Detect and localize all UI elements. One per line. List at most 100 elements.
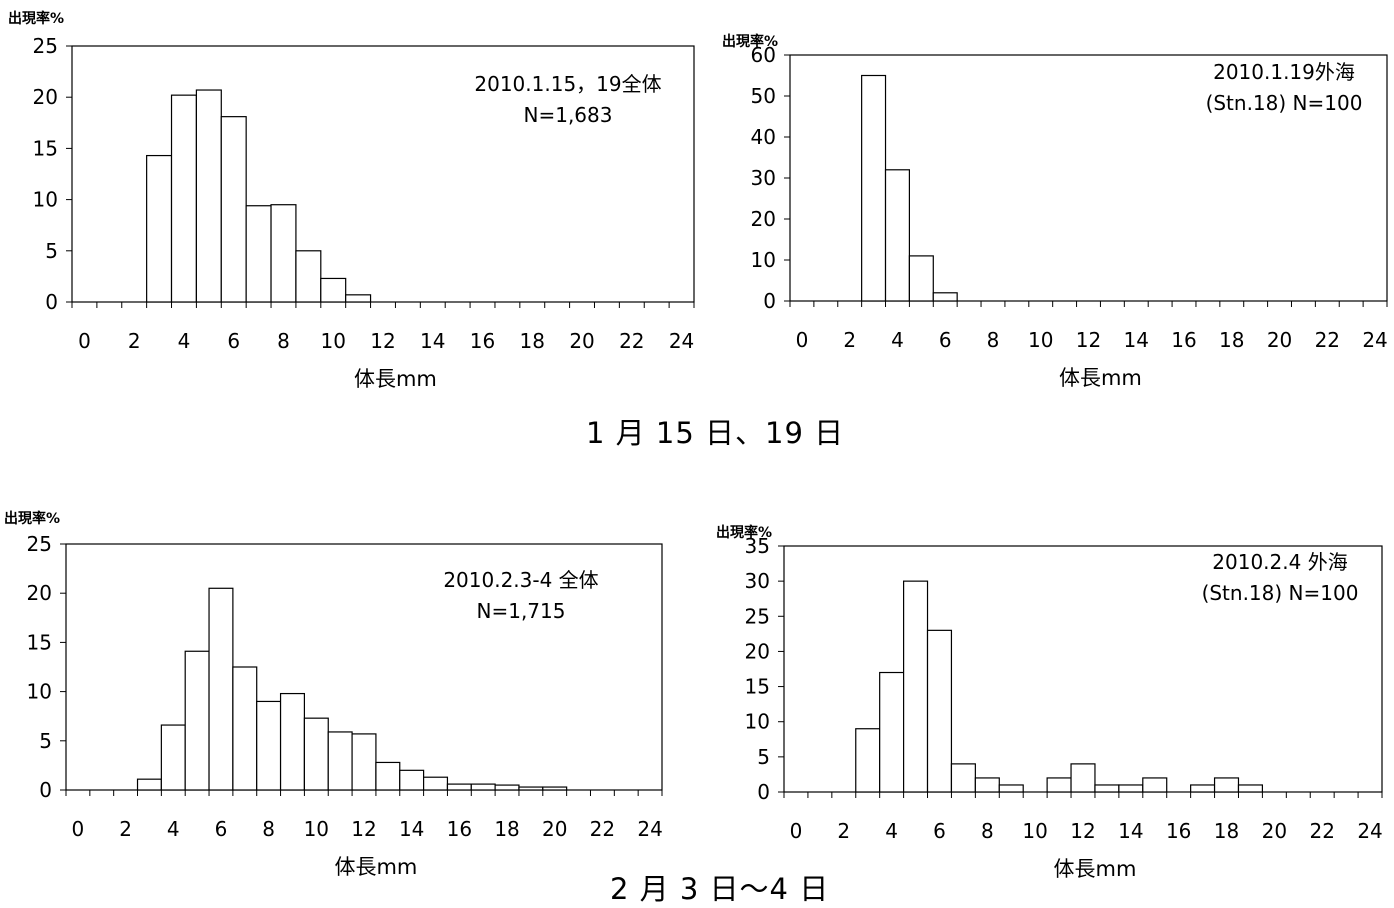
x-tick-label: 0 [796, 328, 809, 352]
y-tick-label: 50 [751, 84, 776, 108]
histogram-bar [470, 783, 496, 791]
x-axis-label: 体長mm [1059, 366, 1142, 390]
histogram-bar [926, 629, 953, 793]
chart-annotation-sample: (Stn.18) N=100 [1202, 581, 1359, 605]
histogram-bar [1094, 784, 1120, 793]
chart-annotation-date: 2010.2.4 外海 [1212, 550, 1347, 574]
y-tick-label: 10 [751, 248, 776, 272]
histogram-bar [270, 204, 297, 303]
x-tick-label: 10 [1022, 819, 1047, 843]
histogram-bar [170, 94, 198, 303]
histogram-bar [908, 255, 934, 302]
x-tick-label: 8 [987, 328, 1000, 352]
histogram-jan-overall: 0 2 4 6 8 10 12 14 16 18 20 22 24 0 5 10 15 20 25 出現率% 体長mm 2… [0, 0, 700, 395]
x-tick-label: 0 [72, 817, 85, 841]
y-tick-label: 10 [27, 680, 52, 704]
chart-annotation-sample: (Stn.18) N=100 [1206, 91, 1363, 115]
x-tick-label: 12 [1076, 328, 1101, 352]
x-tick-label: 14 [420, 329, 445, 353]
x-tick-label: 4 [167, 817, 180, 841]
y-tick-label: 0 [763, 289, 776, 313]
chart-annotation-sample: N=1,683 [524, 103, 613, 127]
plot-frame [71, 45, 695, 303]
x-tick-label: 22 [1309, 819, 1334, 843]
y-tick-label: 40 [751, 125, 776, 149]
histogram-bar [345, 294, 372, 303]
histogram-bar [399, 769, 425, 791]
x-axis-label: 体長mm [334, 855, 417, 879]
x-tick-label: 16 [447, 817, 472, 841]
x-tick-label: 2 [119, 817, 132, 841]
histogram-bar [1142, 777, 1168, 793]
y-tick-label: 5 [39, 729, 52, 753]
histogram-jan-offshore: 0 2 4 6 8 10 12 14 16 18 20 22 24 0 10 20 30 40 50 60 出現率% 体長… [700, 0, 1394, 395]
x-tick-label: 2 [128, 329, 141, 353]
histogram-bar [974, 777, 1000, 793]
chart-svg: 0 2 4 6 8 10 12 14 16 18 20 22 240102030405060出現率%体長… [722, 33, 1388, 390]
y-tick-label: 35 [745, 534, 770, 558]
y-tick-label: 0 [39, 778, 52, 802]
y-tick-label: 5 [757, 745, 770, 769]
histogram-feb-offshore: 0 2 4 6 8 10 12 14 16 18 20 22 24 0 5 10 15 20 25 30 35 出現率% 体… [700, 500, 1394, 881]
y-tick-label: 25 [745, 604, 770, 628]
x-tick-label: 20 [1267, 328, 1292, 352]
x-tick-label: 20 [542, 817, 567, 841]
histogram-bar [279, 692, 305, 791]
histogram-bar [903, 580, 929, 793]
y-tick-label: 0 [757, 780, 770, 804]
x-tick-label: 18 [520, 329, 545, 353]
x-tick-label: 24 [1357, 819, 1382, 843]
x-tick-label: 6 [939, 328, 952, 352]
x-axis-label: 体長mm [354, 367, 437, 391]
y-axis-label: 出現率% [8, 10, 64, 27]
histogram-bar [160, 724, 186, 791]
histogram-bar [327, 731, 353, 791]
x-tick-label: 12 [1070, 819, 1095, 843]
x-tick-label: 22 [619, 329, 644, 353]
histogram-bar [195, 89, 222, 303]
y-tick-label: 10 [745, 710, 770, 734]
y-tick-label: 30 [751, 166, 776, 190]
histogram-bar [220, 116, 247, 303]
x-tick-label: 10 [321, 329, 346, 353]
histogram-bar [351, 733, 377, 791]
chart-annotation-sample: N=1,715 [477, 599, 566, 623]
histogram-bar [375, 761, 401, 791]
x-tick-label: 6 [933, 819, 946, 843]
histogram-bar [884, 169, 911, 302]
y-axis-label: 出現率% [716, 524, 772, 541]
chart-annotation-date: 2010.1.19外海 [1213, 60, 1355, 84]
histogram-bar [320, 277, 347, 303]
histogram-bar [950, 763, 976, 793]
x-tick-label: 18 [1219, 328, 1244, 352]
histogram-bar [998, 784, 1024, 793]
histogram-bar [245, 205, 272, 303]
x-tick-label: 6 [227, 329, 240, 353]
y-tick-label: 15 [27, 630, 52, 654]
x-tick-label: 0 [790, 819, 803, 843]
y-tick-label: 20 [33, 85, 58, 109]
histogram-bar [855, 728, 881, 793]
histogram-bar [542, 786, 568, 791]
y-tick-label: 25 [33, 34, 58, 58]
x-tick-label: 24 [669, 329, 694, 353]
x-tick-label: 20 [1262, 819, 1287, 843]
x-tick-label: 14 [1118, 819, 1143, 843]
histogram-bar [879, 671, 905, 793]
x-tick-label: 20 [569, 329, 594, 353]
y-tick-label: 30 [745, 569, 770, 593]
y-tick-label: 0 [45, 290, 58, 314]
x-axis-label: 体長mm [1053, 857, 1136, 881]
x-tick-label: 16 [470, 329, 495, 353]
chart-svg: 0 2 4 6 8 10 12 14 16 18 20 22 2405101520253035出現率%体… [716, 524, 1383, 881]
chart-svg: 0 2 4 6 8 10 12 14 16 18 20 22 240510152025出現率%体長mm2… [4, 510, 663, 879]
x-tick-label: 4 [885, 819, 898, 843]
histogram-bar [423, 776, 449, 791]
x-tick-label: 10 [1028, 328, 1053, 352]
histogram-bar [256, 700, 282, 791]
x-tick-label: 0 [78, 329, 91, 353]
section-title-january: 1 月 15 日、19 日 [586, 416, 845, 450]
histogram-bar [1046, 777, 1072, 793]
chart-svg: 0 2 4 6 8 10 12 14 16 18 20 22 240510152025出現率%体長mm2… [8, 10, 695, 391]
x-tick-label: 24 [637, 817, 662, 841]
